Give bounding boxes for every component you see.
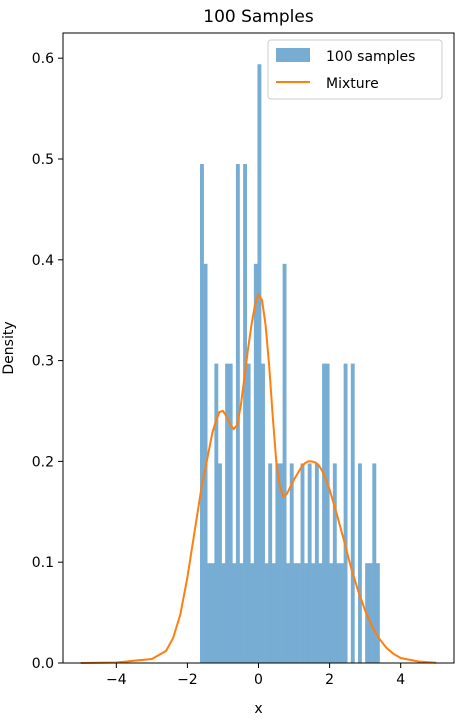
histogram-bar — [268, 463, 273, 663]
x-axis: −4 −2 0 2 4 — [106, 663, 405, 688]
legend: 100 samples Mixture — [267, 39, 443, 100]
chart-title: 100 Samples — [203, 7, 314, 27]
histogram-bar — [329, 563, 334, 663]
y-tick-label: 0.0 — [32, 656, 54, 672]
histogram-bar — [357, 463, 362, 663]
legend-label-line: Mixture — [326, 76, 379, 92]
histogram-bar — [271, 563, 276, 663]
histogram-bar — [332, 463, 337, 663]
histogram-bar — [304, 563, 309, 663]
histogram-bar — [311, 563, 316, 663]
y-axis: 0.0 0.1 0.2 0.3 0.4 0.5 0.6 — [32, 51, 63, 672]
histogram-bar — [232, 563, 237, 663]
histogram-bar — [318, 563, 323, 663]
histogram-bar — [375, 563, 380, 663]
y-tick-label: 0.2 — [32, 454, 54, 470]
histogram-bar — [279, 463, 283, 663]
histogram-bar — [217, 463, 222, 663]
histogram-bar — [372, 463, 377, 663]
y-tick-label: 0.6 — [32, 51, 54, 67]
x-tick-label: −2 — [177, 672, 198, 688]
histogram-bar — [246, 363, 251, 663]
y-tick-label: 0.4 — [32, 253, 54, 269]
histogram-bar — [336, 563, 341, 663]
histogram-bar — [343, 363, 348, 663]
histogram-bar — [239, 563, 244, 663]
histogram-bar — [307, 463, 312, 663]
histogram-bar — [296, 563, 301, 663]
histogram-bar — [314, 463, 319, 663]
histogram-bar — [289, 463, 294, 663]
histogram-bar — [210, 563, 215, 663]
mixture-line — [80, 293, 437, 664]
histogram-bar — [350, 363, 355, 663]
legend-label-histogram: 100 samples — [326, 49, 415, 65]
histogram-bar — [340, 563, 344, 663]
histogram-bar — [282, 263, 287, 663]
histogram-bar — [257, 64, 262, 663]
histogram-bar — [235, 164, 240, 664]
legend-swatch-histogram — [276, 48, 310, 62]
x-axis-label: x — [254, 701, 262, 717]
legend-box — [267, 39, 443, 100]
histogram-bar — [225, 363, 230, 663]
histogram-bar — [286, 563, 291, 663]
histogram-bar — [322, 363, 326, 663]
histogram-bar — [261, 363, 265, 663]
histogram-bar — [214, 363, 219, 663]
histogram-bar — [228, 363, 233, 663]
histogram-bar — [300, 463, 305, 663]
histogram-bar — [253, 263, 258, 663]
histogram-bar — [207, 563, 212, 663]
y-tick-label: 0.5 — [32, 152, 54, 168]
x-tick-label: 0 — [254, 672, 263, 688]
y-tick-label: 0.3 — [32, 354, 54, 370]
histogram-bar — [250, 563, 255, 663]
x-tick-label: 2 — [325, 672, 334, 688]
histogram-bar — [243, 164, 247, 664]
histogram-bar — [275, 463, 280, 663]
histogram-bar — [325, 363, 330, 663]
histogram-bar — [200, 164, 204, 664]
plot-area — [80, 64, 437, 664]
y-axis-label: Density — [1, 321, 17, 374]
histogram-bar — [368, 563, 373, 663]
y-tick-label: 0.1 — [32, 555, 54, 571]
x-tick-label: −4 — [106, 672, 127, 688]
histogram-bar — [264, 563, 269, 663]
histogram-bar — [293, 563, 298, 663]
x-tick-label: 4 — [396, 672, 405, 688]
histogram-bar — [221, 563, 226, 663]
